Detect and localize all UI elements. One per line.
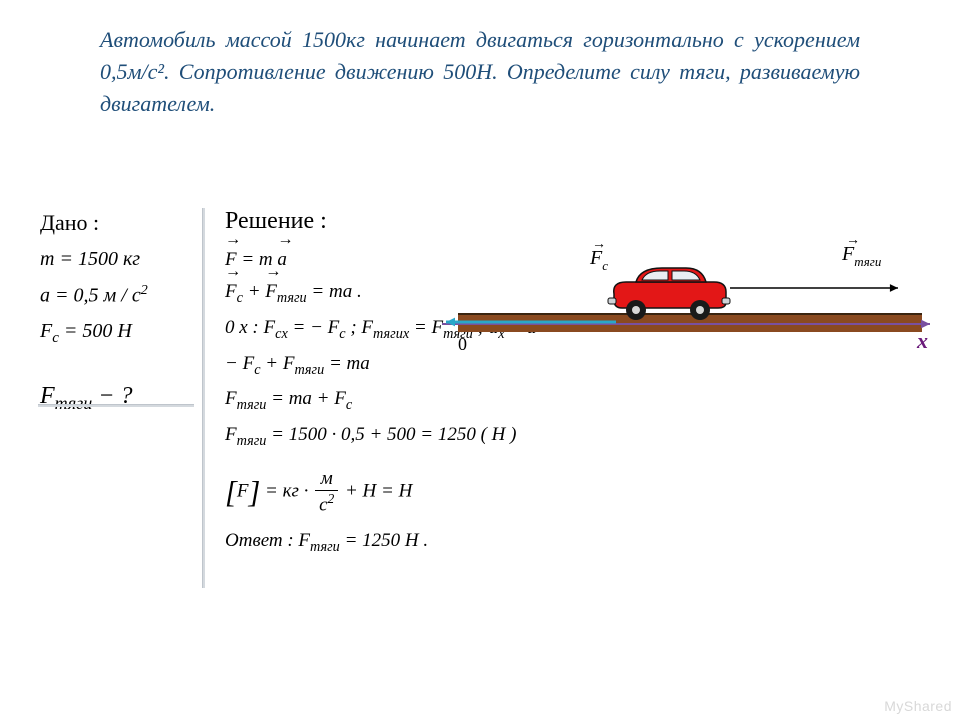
- svg-text:→Fтяги: →Fтяги: [841, 233, 882, 269]
- given-heading: Дано :: [40, 210, 195, 236]
- given-accel: a = 0,5 м / c2: [40, 283, 195, 308]
- given-block: Дано : m = 1500 кг a = 0,5 м / c2 Fc = 5…: [40, 210, 195, 413]
- force-diagram: →Fc →Fтяги 0 х: [430, 230, 930, 370]
- given-fc: Fc = 500 H: [40, 320, 195, 347]
- sol-answer: Ответ : Fтяги = 1250 H .: [225, 530, 525, 556]
- problem-statement: Автомобиль массой 1500кг начинает двигат…: [100, 24, 860, 120]
- axis-origin-label: 0: [458, 334, 467, 355]
- given-mass: m = 1500 кг: [40, 248, 195, 271]
- svg-text:→Fc: →Fc: [589, 237, 608, 273]
- sol-line-5: Fтяги = ma + Fc: [225, 388, 525, 414]
- axis-x-label: х: [917, 328, 928, 354]
- divider-horizontal: [38, 404, 194, 407]
- sol-line-7: [F] = кг · мc2 + H = H: [225, 468, 525, 516]
- given-find: Fтяги − ?: [40, 383, 195, 414]
- diagram-svg: →Fc →Fтяги: [430, 230, 930, 370]
- watermark: MyShared: [884, 698, 952, 714]
- sol-line-6: Fтяги = 1500 · 0,5 + 500 = 1250 ( H ): [225, 424, 525, 450]
- divider-vertical: [202, 208, 205, 588]
